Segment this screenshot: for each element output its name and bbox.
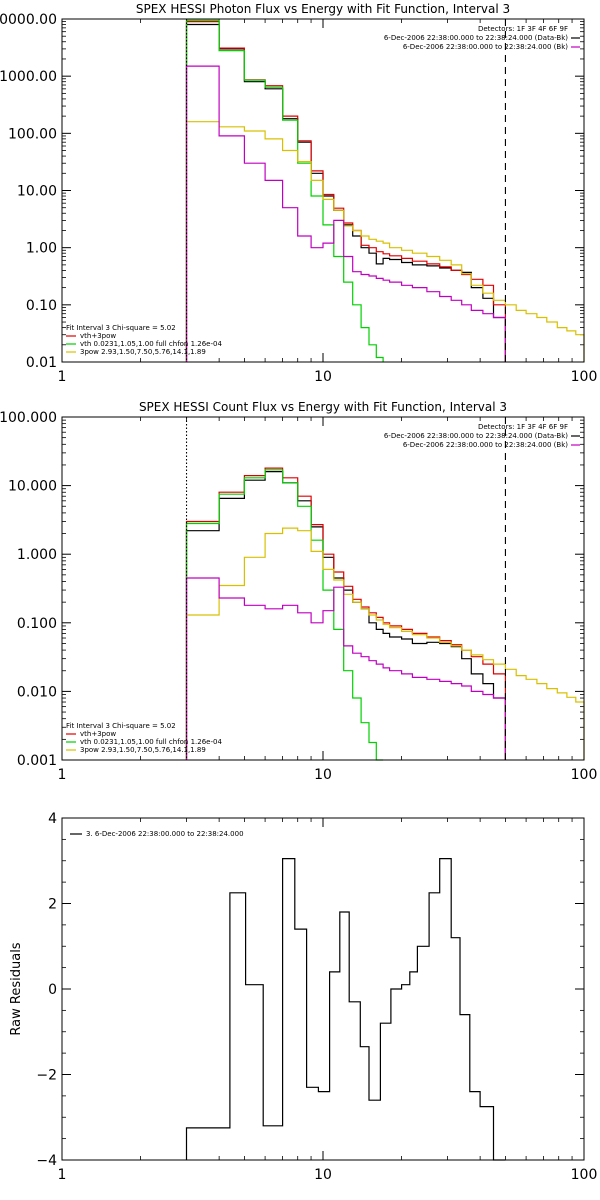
x-tick-label: 10 bbox=[314, 1167, 332, 1183]
chart-panel-1: SPEX HESSI Photon Flux vs Energy with Fi… bbox=[0, 2, 597, 385]
y-tick-label: 0.010 bbox=[17, 684, 57, 700]
info-text: 6-Dec-2006 22:38:00.000 to 22:38:24.000 … bbox=[403, 43, 568, 51]
info-text: Detectors: 1F 3F 4F 6F 9F bbox=[478, 25, 568, 33]
series-line-1 bbox=[185, 23, 506, 362]
info-text: 6-Dec-2006 22:38:00.000 to 22:38:24.000 … bbox=[384, 34, 568, 42]
legend-text: vth+3pow bbox=[80, 332, 116, 340]
legend-text: 3. 6-Dec-2006 22:38:00.000 to 22:38:24.0… bbox=[86, 830, 244, 838]
legend-text: 3pow 2.93,1.50,7.50,5.76,14.1,1.89 bbox=[80, 348, 206, 356]
y-tick-label: 1.000 bbox=[17, 547, 57, 563]
series-line-2 bbox=[185, 21, 506, 362]
x-tick-label: 10 bbox=[314, 767, 332, 783]
chart-title: SPEX HESSI Count Flux vs Energy with Fit… bbox=[139, 400, 507, 414]
y-tick-label: 0.01 bbox=[26, 355, 57, 371]
x-tick-label: 1 bbox=[58, 767, 67, 783]
info-text: 6-Dec-2006 22:38:00.000 to 22:38:24.000 … bbox=[403, 441, 568, 449]
series-line-4 bbox=[185, 527, 585, 760]
x-tick-label: 100 bbox=[571, 1167, 598, 1183]
y-tick-label: −2 bbox=[36, 1068, 57, 1084]
y-tick-label: 1.00 bbox=[26, 241, 57, 257]
y-tick-label: 100.000 bbox=[0, 410, 57, 426]
x-tick-label: 100 bbox=[571, 369, 598, 385]
series-line-5 bbox=[185, 577, 506, 760]
chart-panel-2: SPEX HESSI Count Flux vs Energy with Fit… bbox=[0, 400, 597, 783]
y-axis-label: Raw Residuals bbox=[9, 942, 24, 1035]
x-tick-label: 100 bbox=[571, 767, 598, 783]
y-tick-label: 100.00 bbox=[8, 126, 57, 142]
series-line-2 bbox=[185, 467, 506, 760]
legend-text: vth+3pow bbox=[80, 730, 116, 738]
info-text: Detectors: 1F 3F 4F 6F 9F bbox=[478, 423, 568, 431]
plot-frame bbox=[61, 416, 585, 761]
legend-text: 3pow 2.93,1.50,7.50,5.76,14.1,1.89 bbox=[80, 746, 206, 754]
y-tick-label: 10.000 bbox=[8, 479, 57, 495]
y-tick-label: 0.100 bbox=[17, 616, 57, 632]
y-tick-label: 2 bbox=[48, 897, 57, 913]
series-line-3 bbox=[185, 19, 384, 362]
legend-text: Fit Interval 3 Chi-square = 5.02 bbox=[66, 722, 176, 730]
legend-text: vth 0.0231,1.05,1.00 full chfon 1.26e-04 bbox=[80, 738, 222, 746]
y-tick-label: −4 bbox=[36, 1153, 57, 1169]
series-line-3 bbox=[185, 469, 384, 761]
legend-text: vth 0.0231,1.05,1.00 full chfon 1.26e-04 bbox=[80, 340, 222, 348]
plot-frame bbox=[61, 817, 585, 1161]
plot-frame bbox=[61, 18, 585, 363]
y-tick-label: 0 bbox=[48, 982, 57, 998]
series-line-1 bbox=[185, 471, 506, 760]
y-tick-label: 0.001 bbox=[17, 753, 57, 769]
x-tick-label: 10 bbox=[314, 369, 332, 385]
x-tick-label: 1 bbox=[58, 369, 67, 385]
y-tick-label: 4 bbox=[48, 811, 57, 827]
y-tick-label: 1000.00 bbox=[0, 69, 57, 85]
series-line-5 bbox=[185, 65, 506, 362]
x-tick-label: 1 bbox=[58, 1167, 67, 1183]
y-tick-label: 10.00 bbox=[17, 184, 57, 200]
series-line-1 bbox=[185, 858, 506, 1161]
y-tick-label: 0.10 bbox=[26, 298, 57, 314]
chart-title: SPEX HESSI Photon Flux vs Energy with Fi… bbox=[136, 2, 510, 16]
y-tick-label: 10000.00 bbox=[0, 12, 57, 28]
info-text: 6-Dec-2006 22:38:00.000 to 22:38:24.000 … bbox=[384, 432, 568, 440]
chart-panel-3: Raw Residuals 1 10 100 −4 −2 0 2 4 3. 6-Dec-2006 … bbox=[9, 811, 597, 1183]
series-line-4 bbox=[185, 121, 585, 362]
legend-text: Fit Interval 3 Chi-square = 5.02 bbox=[66, 324, 176, 332]
